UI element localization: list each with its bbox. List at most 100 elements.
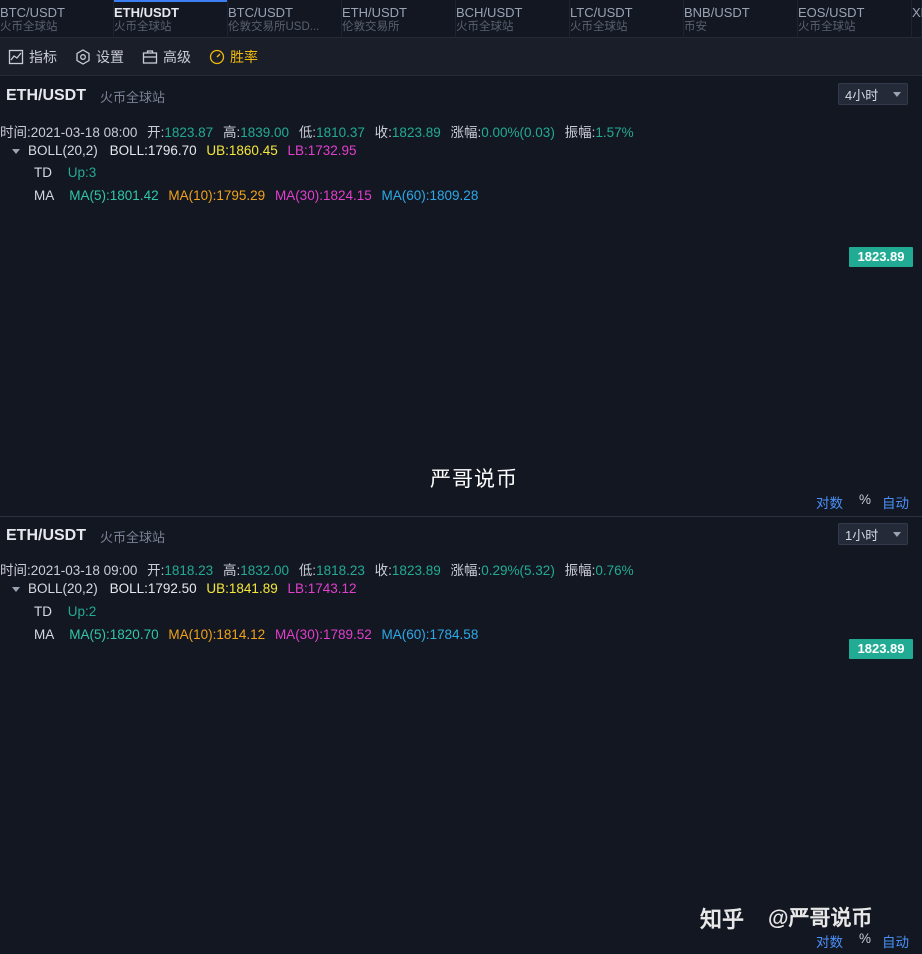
ma10-value: MA(10):1814.12 [168,627,266,642]
candle-body [228,702,237,714]
collapse-caret-icon[interactable] [12,149,20,154]
boll-mid-line [0,240,831,319]
candle-body [141,285,151,290]
settings-button[interactable]: 设置 [75,47,124,67]
candle-body [263,719,272,726]
ticker-pair: BNB/USDT [684,5,750,20]
low-label: 低: [298,563,317,578]
auto-scale-toggle[interactable]: 自动 [882,935,909,950]
candle-body [51,773,60,809]
candle-body [362,206,372,232]
winrate-label: 胜率 [230,48,258,65]
boll-lower-band [0,760,831,862]
candle-body [759,656,768,659]
indicators-button[interactable]: 指标 [8,47,57,67]
boll-mid: BOLL:1792.50 [109,581,197,596]
boll-legend: BOLL(20,2) BOLL:1792.50 UB:1841.89 LB:17… [0,581,357,596]
candle-body [428,749,437,752]
log-scale-toggle[interactable]: 对数 [816,496,843,511]
high-label: 高: [222,563,241,578]
candle-body [541,251,551,278]
ticker-exchange: 火币全球站 [798,21,856,33]
panel-header: ETH/USDT 火币全球站 [6,525,165,547]
high-price-annotation: 1839 → [764,608,808,622]
time-label: 时间: [0,125,31,140]
price-axis-label: 1782.12 [860,735,905,749]
percent-scale-toggle[interactable]: % [859,931,872,946]
amplitude-label: 振幅: [564,125,596,140]
interval-select[interactable]: 1小时 [838,523,908,545]
advanced-button[interactable]: 高级 [142,47,191,67]
collapse-caret-icon[interactable] [12,587,20,592]
candle-body [275,727,284,743]
low-price-annotation: - 1712 [2,896,37,910]
price-axis-label: 1843.71 [860,234,905,248]
change-label: 涨幅: [450,125,482,140]
ticker-tab[interactable]: ETH/USDT 伦敦交易所 [342,0,456,38]
watermark-author: @严哥说币 [768,907,873,930]
candle-body [583,286,593,294]
boll-mid-line [0,717,831,764]
plot-area [0,117,848,485]
change-label: 涨幅: [450,563,482,578]
candle-body [293,299,303,302]
ticker-tab[interactable]: BTC/USDT 火币全球站 [0,0,114,38]
candle-body [310,726,319,731]
last-price-tag: 1823.89 [849,639,913,659]
ticker-tab[interactable]: BCH/USDT 火币全球站 [456,0,570,38]
candle-body [676,737,685,747]
ticker-tab[interactable]: EOS/USDT 火币全球站 [798,0,912,38]
candle-body [334,717,343,722]
high-price-annotation: ← 1943 [398,152,442,166]
price-axis-label: 1810.01 [860,673,905,687]
td-count-label: 9 [756,614,763,628]
candle-body [472,213,482,230]
ticker-tab[interactable]: ETH/USDT 火币全球站 [114,0,228,38]
candle-body [127,288,137,292]
candle-body [476,756,484,764]
low-value: 1810.37 [316,125,365,140]
ticker-exchange: 火币全球站 [456,21,514,33]
candle-body [238,282,248,287]
indicators-label: 指标 [29,48,57,65]
time-axis-label: 06 [770,932,784,947]
ticker-pair: XR [912,5,922,20]
winrate-button[interactable]: 胜率 [209,47,258,67]
ticker-tab[interactable]: XR [912,0,922,38]
percent-scale-toggle[interactable]: % [859,492,872,507]
ohlc-info: 时间:2021-03-18 08:00 开:1823.87 高:1839.00 … [0,121,634,141]
panel-header: ETH/USDT 火币全球站 [6,85,165,107]
interval-select[interactable]: 4小时 [838,83,908,105]
ticker-tab[interactable]: BNB/USDT 币安 [684,0,798,38]
candle-body [44,264,54,267]
candle-body [535,742,543,756]
close-label: 收: [374,125,392,140]
candle-body [181,704,189,714]
candle-body [762,292,772,305]
candle-body [210,281,220,285]
candle-body [511,741,520,750]
change-value: 0.29%(5.32) [481,563,555,578]
candle-body [605,778,614,786]
candle-body [182,268,192,271]
td-value: Up:3 [67,165,97,180]
candle-body [322,722,331,730]
candle-body [803,270,813,284]
indicator-chart-icon [8,49,24,64]
candle-body [700,685,709,707]
auto-scale-toggle[interactable]: 自动 [882,496,909,511]
candle-body [664,746,673,751]
candle-body [570,776,579,779]
candle-body [100,278,110,283]
low-label: 低: [298,125,317,140]
log-scale-toggle[interactable]: 对数 [816,935,843,950]
price-axis-label: 1632.65 [860,422,905,436]
ticker-tab[interactable]: LTC/USDT 火币全球站 [570,0,684,38]
candle-body [133,693,142,696]
close-value: 1823.89 [391,125,441,140]
candle-body [15,805,24,812]
candle-body [638,302,648,307]
advanced-label: 高级 [163,48,191,65]
ohlc-info: 时间:2021-03-18 09:00 开:1818.23 高:1832.00 … [0,559,634,579]
ticker-tab[interactable]: BTC/USDT 伦敦交易所USD... [228,0,342,38]
